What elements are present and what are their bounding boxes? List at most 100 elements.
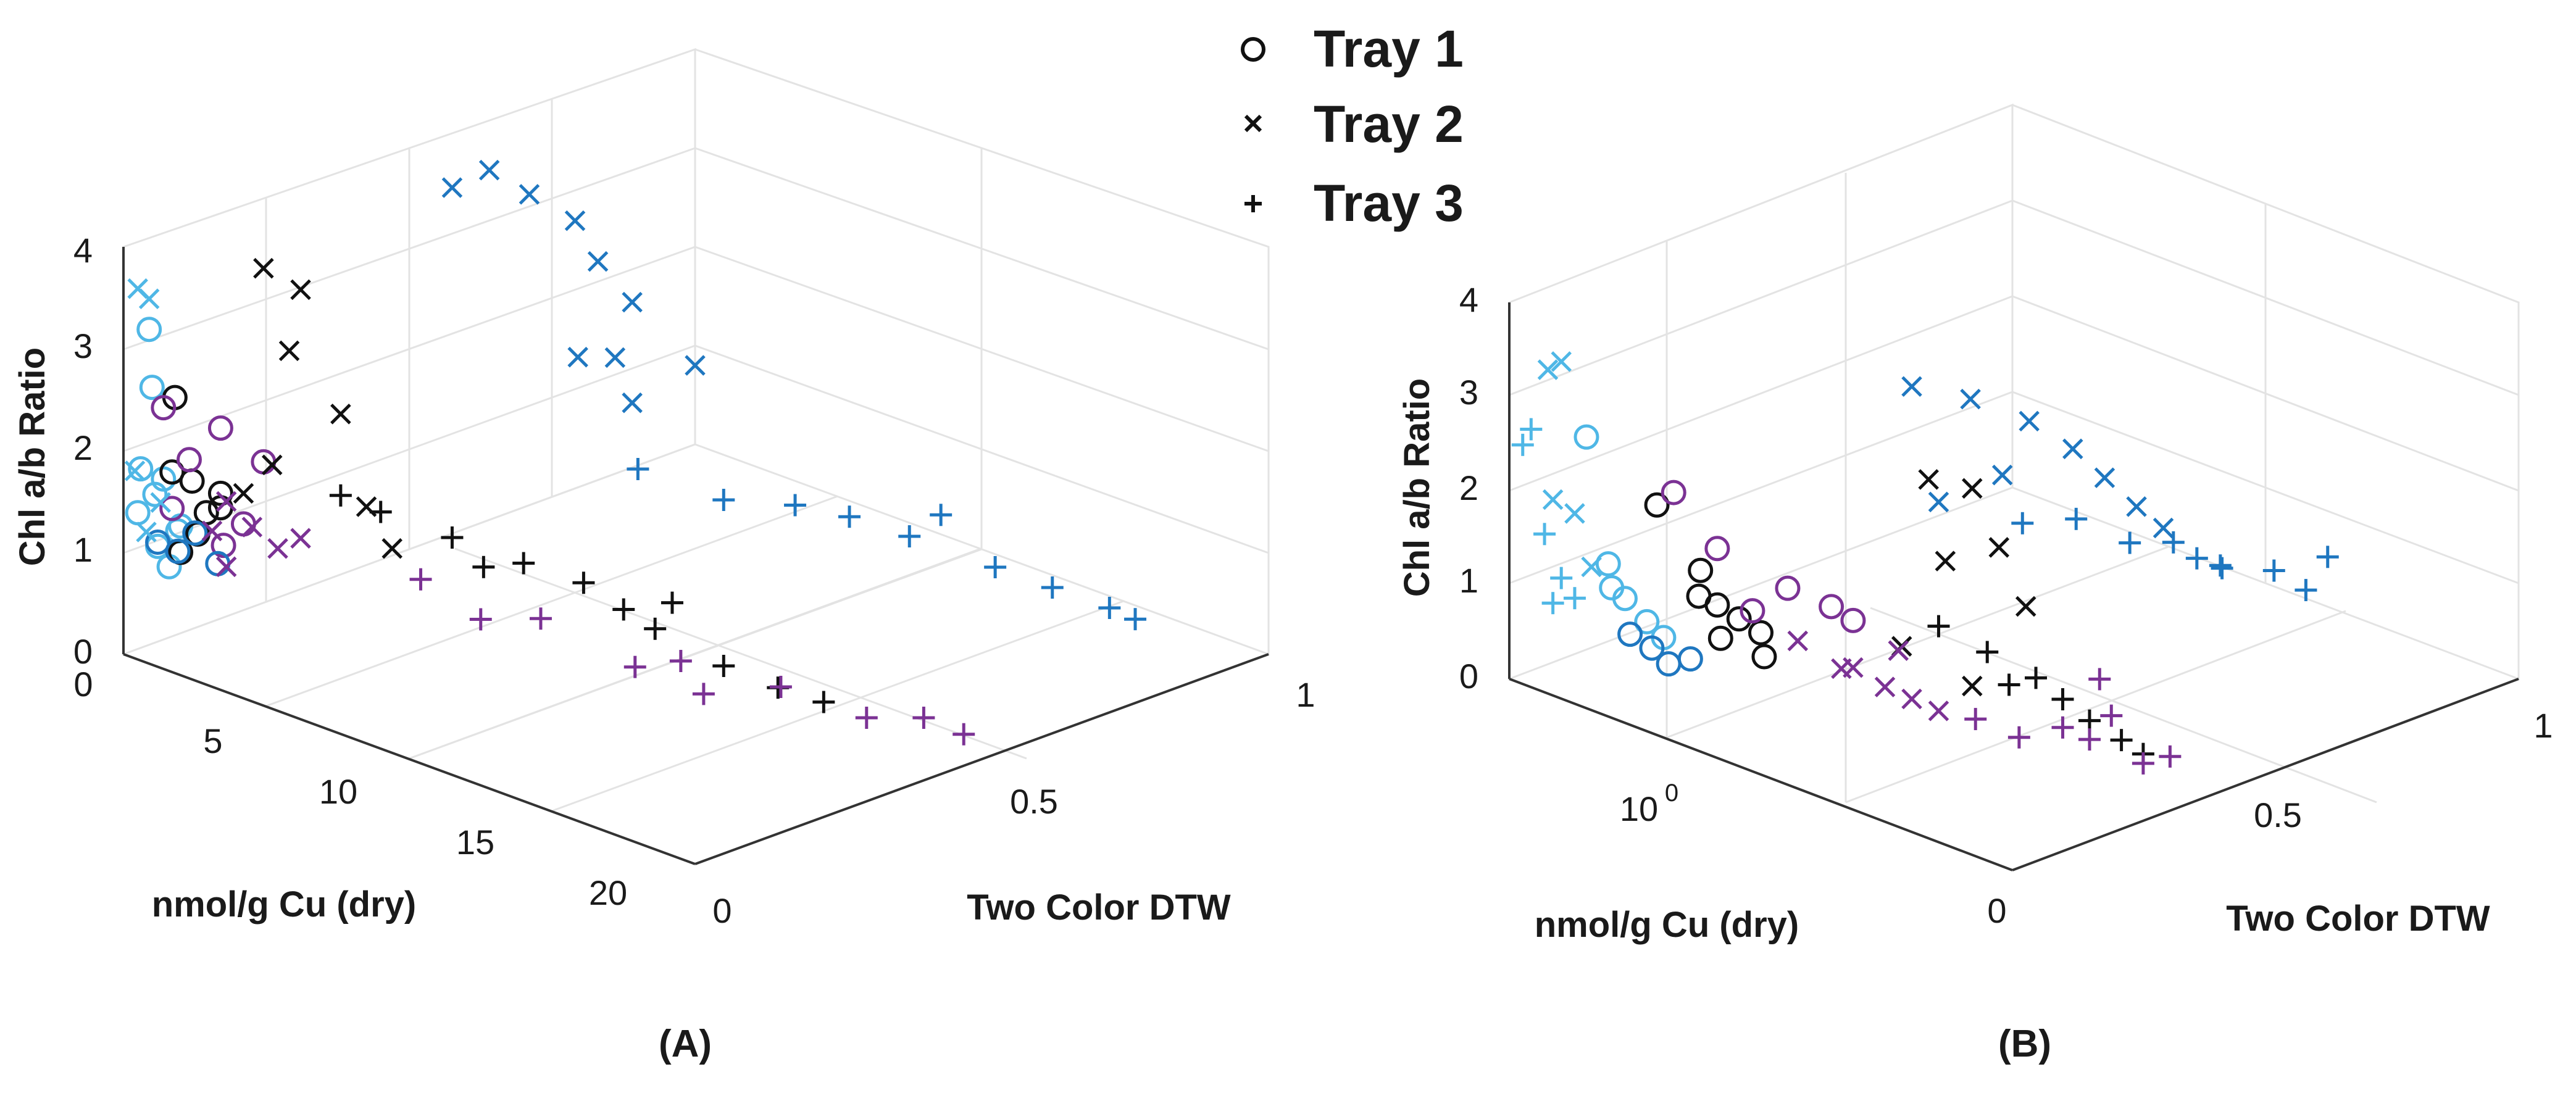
data-point-tray-3-plus xyxy=(1041,576,1064,599)
data-point-tray-1-circle xyxy=(1661,480,1686,505)
panel-a-xtick: 20 xyxy=(589,873,627,912)
data-point-tray-1-circle xyxy=(128,456,154,482)
panel-b-ztick: 1 xyxy=(1459,561,1478,600)
data-point-tray-2-x xyxy=(564,210,586,231)
data-point-tray-3-plus xyxy=(1927,615,1950,638)
data-point-tray-2-x xyxy=(1928,491,1949,513)
panel-b-box xyxy=(1508,302,2519,871)
data-point-tray-1-circle xyxy=(1688,557,1714,583)
data-point-tray-3-plus xyxy=(1098,597,1121,619)
data-point-tray-3-plus xyxy=(1124,608,1147,631)
legend-label-tray-1: Tray 1 xyxy=(1314,20,1464,78)
data-point-tray-1-circle xyxy=(136,317,162,343)
data-point-tray-1-circle xyxy=(1639,635,1665,661)
data-point-tray-3-plus xyxy=(1533,523,1556,546)
data-point-tray-2-x xyxy=(215,556,237,578)
panel-a-label: (A) xyxy=(659,1023,712,1065)
data-point-tray-2-x xyxy=(2062,438,2083,460)
data-point-tray-3-plus xyxy=(2011,512,2034,534)
panel-b: 0 1 2 3 4 Chl a/b Ratio 10 0 nmol/g Cu (… xyxy=(1397,103,2553,1065)
panel-b-zticks: 0 1 2 3 4 xyxy=(1459,280,1478,696)
data-point-tray-1-circle xyxy=(165,538,191,564)
data-point-tray-2-x xyxy=(1935,551,1956,571)
data-point-tray-3-plus xyxy=(1541,592,1564,615)
data-point-tray-3-plus xyxy=(2051,688,2074,710)
data-point-tray-2-x xyxy=(587,251,609,272)
panel-b-xtick-exp: 0 xyxy=(1665,779,1678,807)
data-point-tray-1-circle xyxy=(1726,606,1752,632)
data-point-tray-1-circle xyxy=(1595,551,1621,577)
data-point-tray-1-circle xyxy=(176,447,202,473)
data-point-tray-3-plus xyxy=(2065,507,2088,530)
data-point-tray-1-circle xyxy=(193,500,219,526)
legend-marker-plus xyxy=(1244,195,1262,212)
data-point-tray-3-plus xyxy=(2185,547,2208,570)
data-point-tray-2-x xyxy=(124,460,146,481)
data-point-tray-1-circle xyxy=(145,530,171,555)
panel-b-gridlines xyxy=(1508,103,2520,804)
data-point-tray-3-plus xyxy=(898,525,921,547)
data-point-tray-2-x xyxy=(1564,503,1585,524)
legend-label-tray-2: Tray 2 xyxy=(1314,95,1464,153)
data-point-tray-2-x xyxy=(253,257,274,279)
data-point-tray-2-x xyxy=(622,291,643,313)
legend-label-tray-3: Tray 3 xyxy=(1314,174,1464,232)
data-point-tray-2-x xyxy=(2094,467,2115,488)
panel-b-xlabel: nmol/g Cu (dry) xyxy=(1535,905,1799,945)
data-point-tray-2-x xyxy=(604,347,626,368)
data-point-tray-3-plus xyxy=(2100,704,2123,727)
data-point-tray-3-plus xyxy=(472,555,495,578)
panel-b-ztick: 3 xyxy=(1459,373,1478,412)
data-point-tray-2-x xyxy=(1537,359,1559,380)
data-point-tray-1-circle xyxy=(125,500,151,526)
data-point-tray-2-x xyxy=(267,538,288,559)
data-point-tray-2-x xyxy=(290,528,311,549)
panel-a-ztick: 3 xyxy=(73,326,93,365)
data-point-tray-3-plus xyxy=(644,617,667,640)
data-point-tray-2-x xyxy=(201,520,223,542)
data-point-tray-3-plus xyxy=(984,556,1007,578)
data-point-tray-3-plus xyxy=(855,707,878,729)
data-point-tray-3-plus xyxy=(2078,728,2101,751)
data-point-tray-3-plus xyxy=(441,526,464,549)
data-point-tray-2-x xyxy=(1928,700,1949,721)
data-point-tray-1-circle xyxy=(1819,594,1844,620)
data-point-tray-2-x xyxy=(2019,410,2040,432)
data-point-tray-3-plus xyxy=(2262,559,2285,582)
panel-a-ylabel: Two Color DTW xyxy=(967,887,1231,928)
panel-b-yticks: 0 0.5 1 xyxy=(1987,706,2553,930)
panel-a-ytick: 0 xyxy=(712,891,732,930)
data-point-tray-2-x xyxy=(1551,351,1572,372)
data-point-tray-3-plus xyxy=(930,504,952,526)
data-point-tray-2-x xyxy=(150,492,171,513)
data-point-tray-3-plus xyxy=(692,683,715,705)
data-point-tray-2-x xyxy=(1991,464,2013,486)
data-point-tray-3-plus xyxy=(712,655,735,677)
data-point-tray-3-plus xyxy=(409,568,432,591)
data-point-tray-3-plus xyxy=(2162,531,2185,554)
data-point-tray-1-circle xyxy=(1740,598,1765,624)
data-point-tray-1-circle xyxy=(1748,620,1774,646)
panel-a-xtick: 10 xyxy=(319,772,357,811)
data-point-tray-3-plus xyxy=(784,494,807,517)
data-point-tray-3-plus xyxy=(952,723,975,746)
data-point-tray-2-x xyxy=(567,346,588,368)
data-point-tray-1-circle xyxy=(142,481,168,507)
data-point-tray-3-plus xyxy=(661,591,683,614)
panel-b-ylabel: Two Color DTW xyxy=(2226,899,2490,939)
data-point-tray-1-circle xyxy=(251,449,277,475)
data-point-tray-3-plus xyxy=(838,505,861,528)
panel-a-box xyxy=(122,247,1269,865)
data-point-tray-2-x xyxy=(2153,517,2174,539)
data-point-tray-1-circle xyxy=(1751,644,1777,670)
panel-a-zlabel: Chl a/b Ratio xyxy=(12,347,52,566)
panel-a: 0 1 2 3 4 Chl a/b Ratio 0 5 10 15 20 nmo… xyxy=(12,48,1315,1065)
legend-marker-circle xyxy=(1241,37,1265,62)
panel-b-zlabel: Chl a/b Ratio xyxy=(1397,378,1437,597)
data-point-tray-2-x xyxy=(290,279,311,301)
data-point-tray-1-circle xyxy=(1775,575,1801,601)
data-point-tray-2-x xyxy=(330,404,351,425)
data-point-tray-3-plus xyxy=(2159,745,2182,768)
panel-a-ytick: 1 xyxy=(1296,675,1315,714)
